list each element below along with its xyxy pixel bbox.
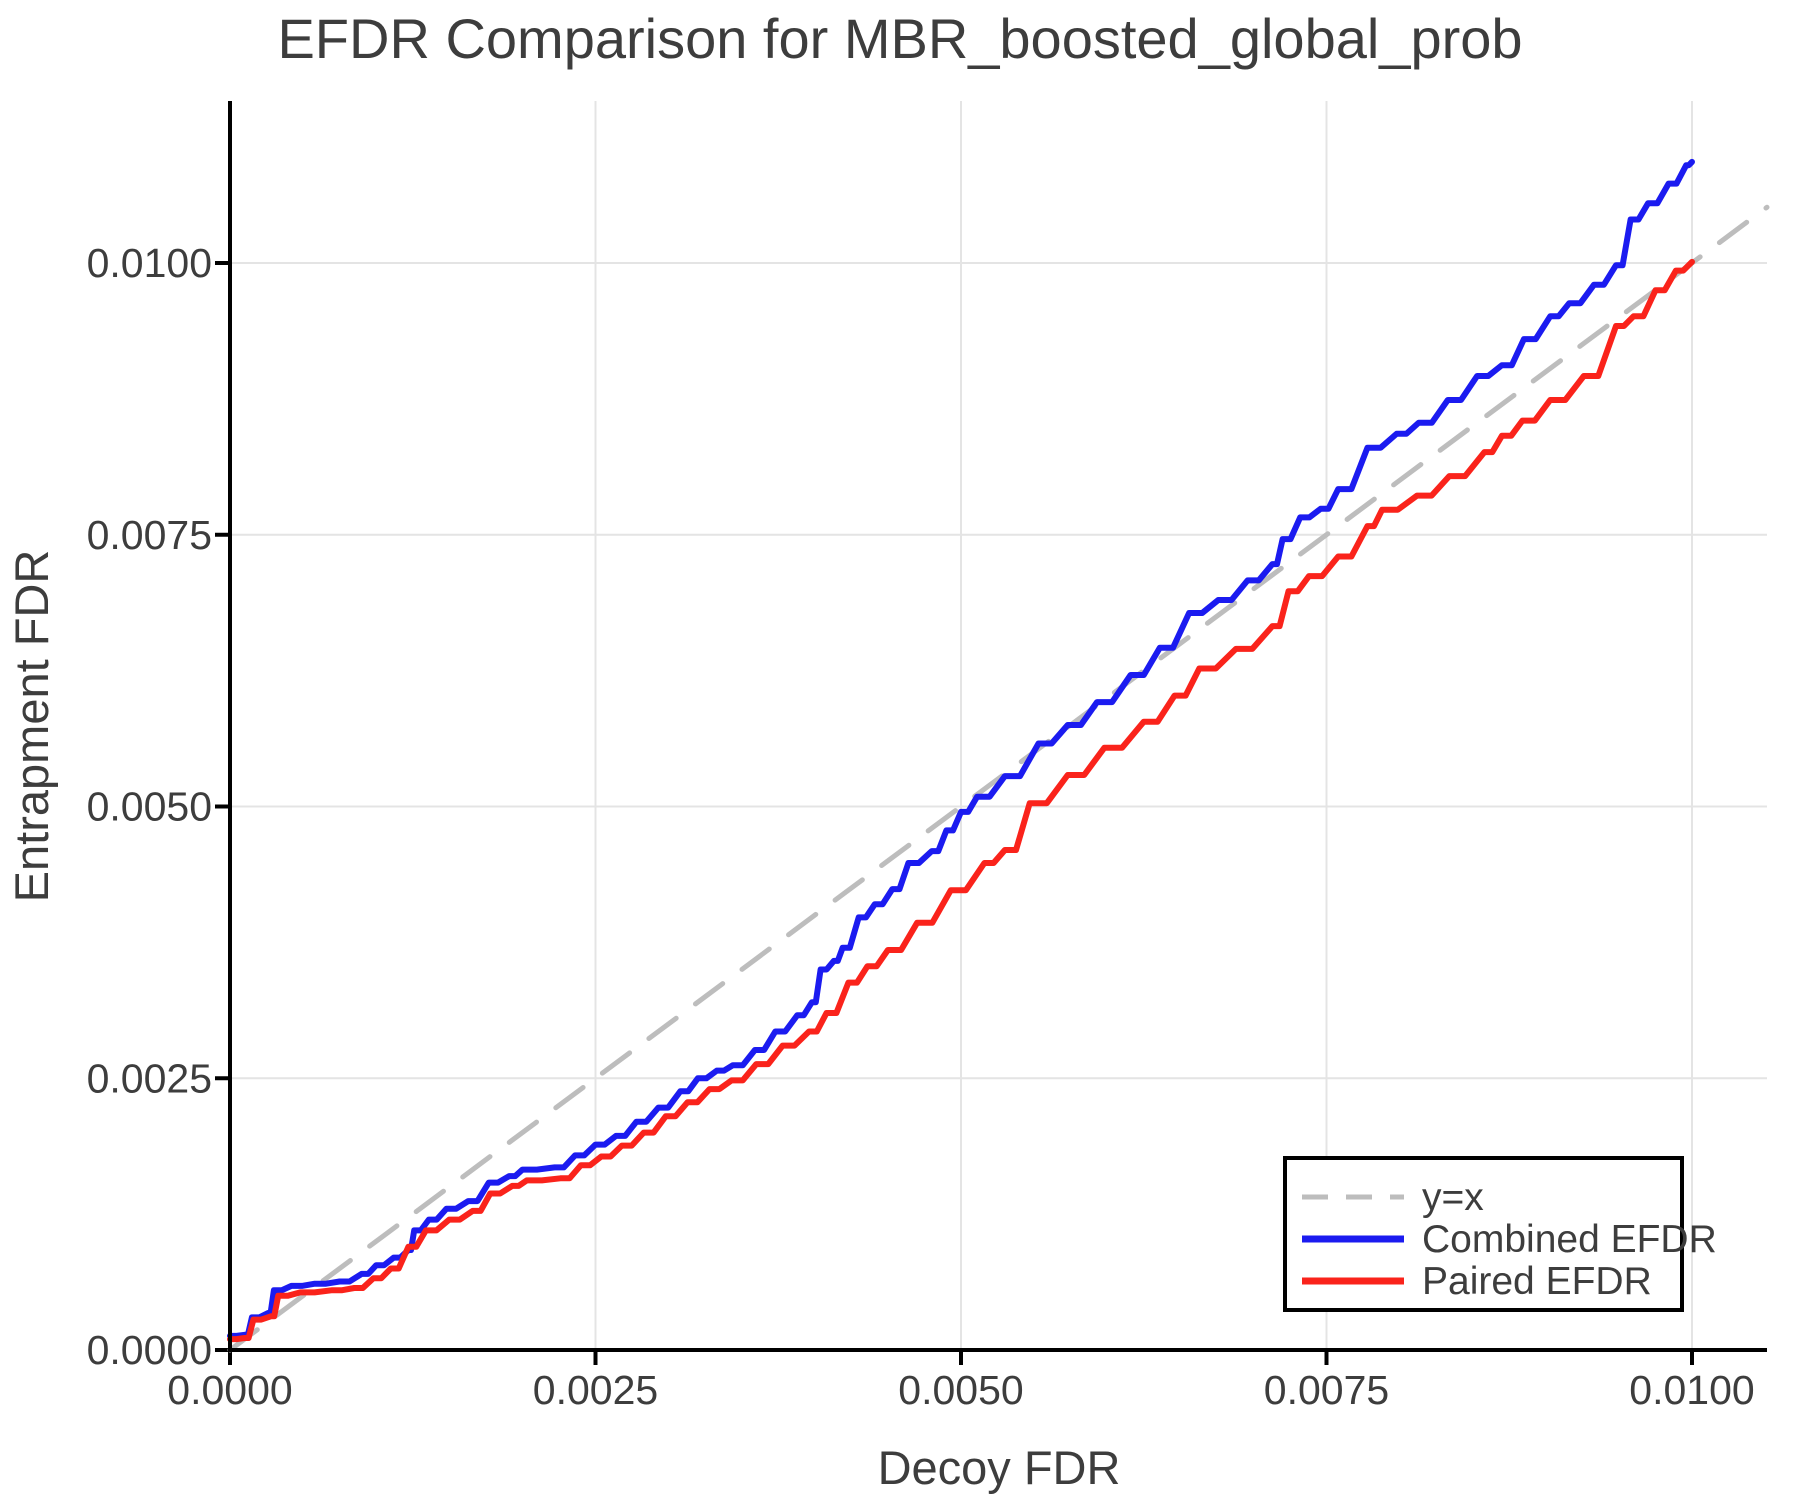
axis-tick-labels: 0.0000 0.0025 0.0050 0.0075 0.0100 0.0000 0.00… [87,240,1755,1413]
x-tick-label: 0.0050 [898,1367,1023,1413]
x-tick-label: 0.0025 [533,1367,658,1413]
chart-title: EFDR Comparison for MBR_boosted_global_p… [277,7,1522,70]
paired-efdr-line [227,258,1695,1343]
data-series [227,158,1770,1353]
y-tick-label: 0.0100 [87,240,212,286]
identity-line [227,204,1770,1353]
gridlines [230,101,1768,1350]
y-tick-label: 0.0025 [87,1055,212,1101]
legend-combined-label: Combined EFDR [1422,1218,1717,1261]
y-axis-label: Entrapment FDR [5,550,58,903]
axis-spines [228,101,1767,1352]
y-tick-label: 0.0050 [87,784,212,830]
combined-efdr-line [227,158,1695,1339]
legend: y=x Combined EFDR Paired EFDR [1283,1156,1717,1312]
x-tick-label: 0.0100 [1629,1367,1754,1413]
x-tick-label: 0.0000 [167,1367,292,1413]
legend-paired-label: Paired EFDR [1422,1260,1652,1303]
y-tick-label: 0.0000 [87,1327,212,1373]
y-tick-label: 0.0075 [87,512,212,558]
legend-identity-label: y=x [1422,1176,1484,1219]
legend-box [1283,1156,1684,1312]
x-axis-label: Decoy FDR [878,1441,1121,1494]
x-tick-label: 0.0075 [1264,1367,1389,1413]
